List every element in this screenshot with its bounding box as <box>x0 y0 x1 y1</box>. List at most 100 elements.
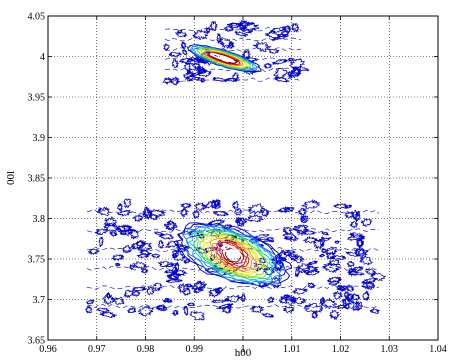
lower-noise-contour <box>311 311 319 319</box>
upper-noise-contour <box>196 68 208 74</box>
lower-peak-core <box>222 244 242 258</box>
upper-peak-contour <box>202 50 244 67</box>
lower-noise-contour <box>336 303 347 310</box>
upper-noise-contour-band <box>164 67 302 72</box>
contour-layer <box>84 19 386 321</box>
lower-noise-contour <box>329 309 341 321</box>
lower-noise-contour <box>108 231 118 238</box>
lower-noise-contour <box>318 253 326 258</box>
upper-noise-contour <box>283 24 292 34</box>
lower-noise-contour <box>319 235 326 248</box>
lower-peak-contour <box>195 231 270 279</box>
lower-noise-contour <box>172 251 187 262</box>
lower-noise-contour <box>171 309 180 317</box>
upper-noise-contour <box>163 43 170 52</box>
lower-noise-contour <box>221 305 233 314</box>
upper-noise-contour <box>262 62 273 70</box>
upper-peak-contour <box>189 45 258 72</box>
lower-noise-contour <box>192 208 201 220</box>
upper-noise-contour <box>228 22 243 27</box>
lower-noise-contour <box>343 204 353 209</box>
lower-peak-contour <box>209 237 257 273</box>
lower-noise-contour <box>123 224 131 234</box>
lower-noise-contour <box>360 218 373 227</box>
y-tick-label: 3.9 <box>33 133 46 144</box>
lower-noise-contour <box>205 267 221 274</box>
lower-noise-contour <box>98 236 104 248</box>
lower-noise-contour <box>164 297 173 304</box>
lower-noise-contour <box>357 249 366 256</box>
lower-noise-contour <box>332 290 344 300</box>
lower-noise-contour <box>285 295 298 305</box>
y-axis-label: 00l <box>5 171 17 185</box>
lower-noise-contour <box>87 248 100 256</box>
lower-noise-contour <box>195 280 204 291</box>
x-tick-label: 1.04 <box>429 344 447 355</box>
lower-noise-contour <box>84 305 93 314</box>
y-tick-label: 3.65 <box>28 336 46 347</box>
lower-noise-contour <box>347 270 366 276</box>
lower-noise-contour <box>344 210 355 219</box>
lower-noise-contour <box>325 246 338 256</box>
upper-noise-contour <box>174 31 188 38</box>
upper-noise-contour <box>168 51 182 57</box>
upper-noise-contour <box>241 21 260 33</box>
lower-noise-contour <box>365 281 376 291</box>
lower-noise-contour <box>362 290 370 302</box>
lower-noise-contour <box>180 202 192 209</box>
upper-noise-contour <box>287 71 300 79</box>
lower-noise-contour <box>166 219 177 231</box>
lower-noise-contour <box>328 279 341 286</box>
upper-noise-contour <box>181 48 188 56</box>
lower-noise-contour <box>369 308 381 314</box>
lower-noise-contour <box>282 231 299 242</box>
upper-noise-contour-band <box>164 57 302 62</box>
upper-peak-contour <box>206 51 241 66</box>
lower-noise-contour <box>370 272 386 282</box>
lower-noise-contour <box>282 226 292 235</box>
lower-noise-contour <box>319 296 326 306</box>
lower-noise-contour <box>236 217 248 225</box>
lower-noise-contour <box>299 214 310 224</box>
y-tick-label: 3.8 <box>33 214 46 225</box>
x-axis-label: h00 <box>235 347 252 359</box>
upper-peak-contour <box>196 47 252 70</box>
lower-noise-contour <box>353 247 369 258</box>
lower-noise-contour <box>183 305 189 317</box>
upper-noise-contour <box>239 27 253 34</box>
lower-noise-contour <box>215 286 224 294</box>
lower-noise-contour <box>103 222 119 233</box>
y-tick-label: 4 <box>40 52 45 63</box>
lower-noise-contour <box>179 207 188 218</box>
lower-noise-contour <box>122 198 132 209</box>
lower-noise-contour <box>346 260 355 269</box>
lower-noise-contour <box>340 295 355 306</box>
lower-noise-contour <box>261 208 270 218</box>
x-tick-label: 1.01 <box>283 344 301 355</box>
lower-noise-contour <box>132 286 147 292</box>
lower-noise-contour <box>247 203 265 216</box>
lower-noise-contour <box>358 255 374 266</box>
lower-noise-contour <box>193 285 205 294</box>
upper-peak-contour <box>192 46 256 70</box>
x-tick-label: 1 <box>241 344 246 355</box>
lower-noise-contour <box>321 231 330 236</box>
lower-noise-contour <box>151 253 161 259</box>
upper-noise-contour <box>264 31 282 40</box>
lower-noise-contour <box>245 213 265 223</box>
lower-noise-contour <box>224 294 243 303</box>
upper-peak-contour <box>186 44 262 73</box>
lower-noise-contour <box>307 282 316 289</box>
upper-peak-contour <box>200 49 248 68</box>
x-tick-label: 1.02 <box>332 344 350 355</box>
lower-noise-contour <box>261 313 275 318</box>
lower-noise-contour-band <box>86 266 380 271</box>
lower-noise-contour <box>116 210 133 217</box>
lower-noise-contour <box>266 236 275 243</box>
upper-noise-contour <box>272 59 288 66</box>
lower-noise-contour <box>153 282 163 292</box>
upper-noise-contour <box>171 58 180 69</box>
lower-noise-contour <box>142 206 150 218</box>
lower-noise-contour <box>184 283 193 288</box>
